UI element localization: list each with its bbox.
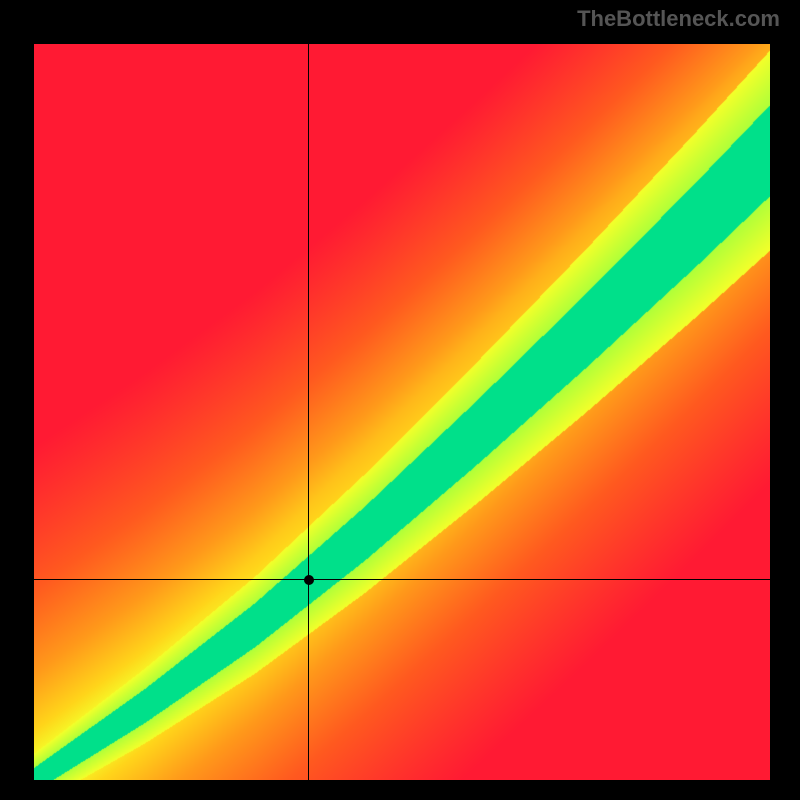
crosshair-vertical [308, 44, 309, 780]
crosshair-point [304, 575, 314, 585]
chart-container: TheBottleneck.com [0, 0, 800, 800]
heatmap-canvas [34, 44, 770, 780]
watermark-text: TheBottleneck.com [577, 6, 780, 32]
plot-area [34, 44, 770, 780]
crosshair-horizontal [34, 579, 770, 580]
